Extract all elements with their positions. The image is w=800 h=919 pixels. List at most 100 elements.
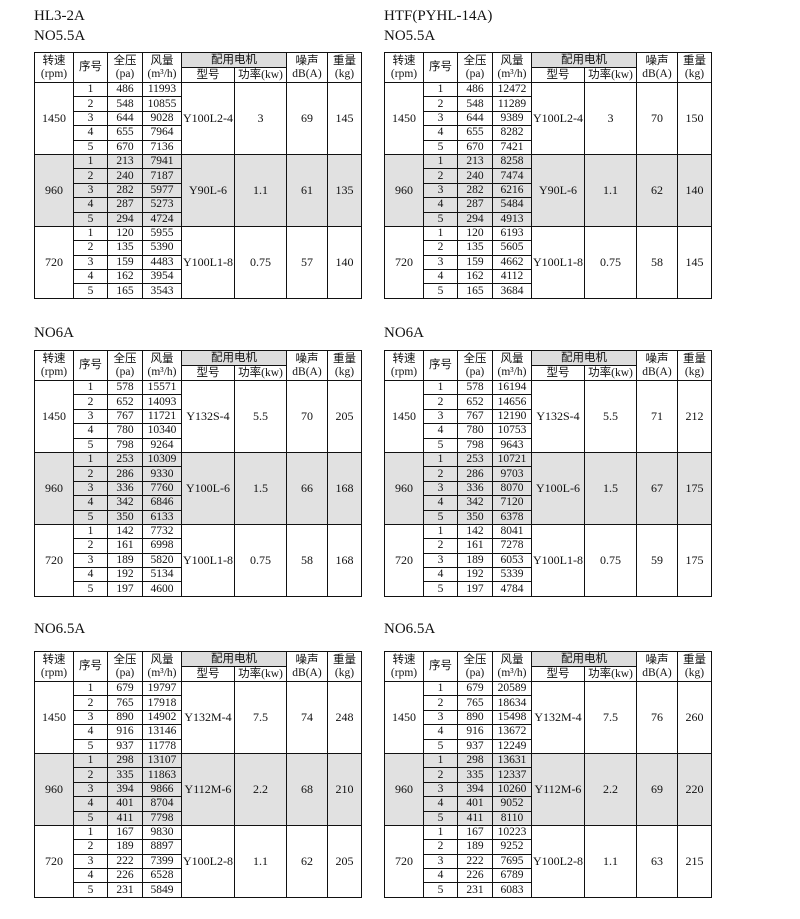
motor-model-cell: Y100L-6 — [181, 451, 235, 525]
pressure-cell: 189 — [107, 839, 143, 855]
header-rpm-unit: (rpm) — [40, 365, 68, 378]
pressure-cell: 135 — [457, 240, 493, 256]
flow-cell: 4724 — [142, 211, 182, 227]
header-flow: 风量 (m³/h) — [142, 651, 182, 682]
seq-cell: 4 — [423, 197, 458, 213]
header-weight: 重量 (kg) — [327, 651, 362, 682]
flow-cell: 8070 — [492, 480, 532, 497]
flow-cell: 13107 — [142, 752, 182, 769]
rpm-cell: 720 — [34, 824, 74, 898]
pressure-cell: 655 — [457, 125, 493, 141]
seq-cell: 5 — [73, 581, 108, 597]
header-weight-unit: (kg) — [334, 666, 355, 679]
table-row: 2 135 5605 — [385, 240, 712, 256]
motor-power-cell: 7.5 — [584, 681, 637, 754]
pressure-cell: 486 — [457, 81, 493, 98]
flow-cell: 11778 — [142, 738, 182, 754]
seq-cell: 2 — [73, 839, 108, 855]
motor-power-cell: 0.75 — [584, 225, 637, 299]
header-row: 转速 (rpm) 序号 全压 (pa) 风量 (m³/h) 配用电机 噪声 dB(A) 重量 (kg) — [384, 350, 712, 381]
seq-cell: 2 — [73, 168, 108, 184]
seq-cell: 2 — [423, 96, 458, 112]
header-pressure-unit: (pa) — [115, 67, 135, 80]
flow-cell: 7399 — [142, 853, 182, 870]
rpm-cell: 720 — [384, 523, 424, 597]
flow-cell: 7732 — [142, 523, 182, 540]
header-weight: 重量 (kg) — [327, 52, 362, 83]
header-weight: 重量 (kg) — [677, 651, 712, 682]
noise-cell: 69 — [286, 82, 328, 155]
noise-cell: 57 — [286, 225, 328, 299]
pressure-cell: 167 — [457, 824, 493, 841]
seq-cell: 3 — [423, 552, 458, 569]
seq-cell: 1 — [423, 451, 458, 468]
motor-power-cell: 7.5 — [234, 681, 287, 754]
header-rpm-label: 转速 — [42, 653, 66, 666]
header-rpm-unit: (rpm) — [40, 67, 68, 80]
seq-cell: 5 — [73, 810, 108, 826]
pressure-cell: 222 — [107, 853, 143, 870]
seq-cell: 2 — [423, 466, 458, 482]
seq-cell: 4 — [423, 567, 458, 583]
seq-cell: 4 — [73, 495, 108, 511]
noise-cell: 63 — [636, 824, 678, 898]
seq-cell: 5 — [423, 139, 458, 155]
header-flow-unit: (m³/h) — [147, 67, 177, 80]
table-row: 5 231 5849 — [35, 882, 362, 898]
seq-cell: 2 — [73, 767, 108, 783]
motor-power-cell: 1.1 — [584, 153, 637, 227]
rpm-cell: 1450 — [34, 380, 74, 453]
header-flow: 风量 (m³/h) — [492, 651, 532, 682]
seq-cell: 3 — [73, 709, 108, 726]
flow-cell: 10309 — [142, 451, 182, 468]
table-row: 3 282 6216 — [385, 182, 712, 199]
seq-cell: 3 — [73, 182, 108, 199]
pressure-cell: 192 — [107, 567, 143, 583]
seq-cell: 4 — [423, 724, 458, 740]
noise-cell: 69 — [636, 752, 678, 826]
pressure-cell: 335 — [457, 767, 493, 783]
seq-cell: 4 — [73, 125, 108, 141]
pressure-cell: 286 — [107, 466, 143, 482]
motor-power-cell: 2.2 — [234, 752, 287, 826]
header-flow-unit: (m³/h) — [497, 365, 527, 378]
weight-cell: 212 — [677, 380, 712, 453]
rpm-cell: 720 — [384, 225, 424, 299]
pressure-cell: 142 — [107, 523, 143, 540]
rpm-cell: 1450 — [384, 380, 424, 453]
flow-cell: 7760 — [142, 480, 182, 497]
pressure-cell: 937 — [457, 738, 493, 754]
header-pressure-label: 全压 — [463, 653, 487, 666]
flow-cell: 8258 — [492, 153, 532, 170]
header-noise-unit: dB(A) — [292, 67, 322, 80]
spec-block: NO6A 转速 (rpm) 序号 全压 (pa) 风量 (m³/h) 配用电机 噪声 dB(A) 重量… — [384, 323, 712, 597]
table-row: 5 231 6083 — [385, 882, 712, 898]
header-noise-unit: dB(A) — [292, 666, 322, 679]
motor-model-cell: Y100L2-8 — [181, 824, 235, 898]
pressure-cell: 286 — [457, 466, 493, 482]
table-row: 1450 1 679 19797 Y132M-4 7.5 74 248 — [34, 680, 362, 754]
flow-cell: 14093 — [142, 394, 182, 410]
table-row: 4 226 6528 — [35, 868, 362, 884]
flow-cell: 12337 — [492, 767, 532, 783]
fan-size-title: NO6A — [384, 325, 424, 341]
header-pressure-unit: (pa) — [465, 365, 485, 378]
header-pressure: 全压 (pa) — [107, 350, 143, 381]
noise-cell: 74 — [286, 681, 328, 754]
seq-cell: 2 — [73, 394, 108, 410]
pressure-cell: 401 — [457, 796, 493, 812]
pressure-cell: 336 — [457, 480, 493, 497]
seq-cell: 2 — [423, 695, 458, 711]
header-row: 转速 (rpm) 序号 全压 (pa) 风量 (m³/h) 配用电机 噪声 dB(A) 重量 (kg) — [34, 350, 362, 381]
flow-cell: 3684 — [492, 283, 532, 299]
table-row: 1450 1 578 16194 Y132S-4 5.5 71 212 — [384, 379, 712, 453]
pressure-cell: 394 — [107, 781, 143, 798]
header-noise-unit: dB(A) — [642, 365, 672, 378]
flow-cell: 7474 — [492, 168, 532, 184]
pressure-cell: 798 — [107, 437, 143, 453]
flow-cell: 6216 — [492, 182, 532, 199]
table-row: 720 1 120 6193 Y100L1-8 0.75 58 145 — [384, 225, 712, 299]
table-row: 960 1 213 7941 Y90L-6 1.1 61 135 — [34, 153, 362, 227]
motor-power-cell: 0.75 — [234, 225, 287, 299]
seq-cell: 5 — [73, 882, 108, 898]
